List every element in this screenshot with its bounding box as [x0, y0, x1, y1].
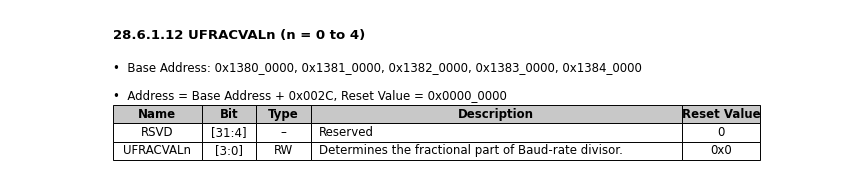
Text: Determines the fractional part of Baud-rate divisor.: Determines the fractional part of Baud-r… — [319, 144, 623, 157]
Text: 0: 0 — [717, 126, 725, 139]
Text: –: – — [280, 126, 286, 139]
Text: UFRACVALn: UFRACVALn — [124, 144, 192, 157]
Text: 28.6.1.12 UFRACVALn (n = 0 to 4): 28.6.1.12 UFRACVALn (n = 0 to 4) — [113, 29, 366, 42]
Text: Reserved: Reserved — [319, 126, 373, 139]
Bar — [682, 142, 760, 160]
Text: RW: RW — [273, 144, 293, 157]
Bar — [311, 123, 682, 142]
Bar — [256, 105, 311, 123]
Text: Bit: Bit — [220, 108, 239, 121]
Bar — [113, 142, 202, 160]
Text: Name: Name — [138, 108, 176, 121]
Text: Description: Description — [458, 108, 534, 121]
Bar — [682, 123, 760, 142]
Bar — [202, 105, 256, 123]
Text: RSVD: RSVD — [141, 126, 174, 139]
Bar — [202, 142, 256, 160]
Bar — [256, 142, 311, 160]
Text: [3:0]: [3:0] — [215, 144, 243, 157]
Text: Type: Type — [268, 108, 299, 121]
Text: [31:4]: [31:4] — [211, 126, 247, 139]
Bar — [256, 123, 311, 142]
Text: Reset Value: Reset Value — [682, 108, 760, 121]
Text: •  Base Address: 0x1380_0000, 0x1381_0000, 0x1382_0000, 0x1383_0000, 0x1384_0000: • Base Address: 0x1380_0000, 0x1381_0000… — [113, 61, 642, 74]
Bar — [682, 105, 760, 123]
Text: •  Address = Base Address + 0x002C, Reset Value = 0x0000_0000: • Address = Base Address + 0x002C, Reset… — [113, 89, 507, 102]
Text: 0x0: 0x0 — [711, 144, 732, 157]
Bar — [311, 142, 682, 160]
Bar — [202, 123, 256, 142]
Bar — [311, 105, 682, 123]
Bar — [113, 123, 202, 142]
Bar — [113, 105, 202, 123]
